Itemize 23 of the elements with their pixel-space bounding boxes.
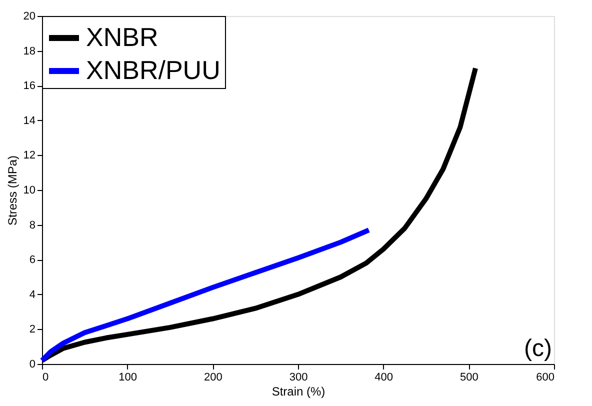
y-axis-title: Stress (MPa)	[5, 155, 20, 226]
x-tick-label: 0	[42, 372, 49, 384]
x-tick-label: 400	[374, 372, 394, 384]
y-tick-label: 6	[29, 254, 36, 266]
y-tick-label: 10	[23, 184, 36, 196]
y-tick-label: 12	[23, 150, 36, 162]
legend-label: XNBR	[86, 22, 158, 52]
x-tick-label: 500	[460, 372, 478, 384]
x-tick-label: 200	[204, 372, 222, 384]
y-tick-label: 8	[29, 219, 36, 232]
y-tick-label: 14	[23, 114, 36, 127]
y-tick-label: 0	[29, 358, 36, 370]
y-tick-label: 18	[23, 45, 36, 58]
x-tick-label: 300	[289, 372, 308, 384]
y-tick-label: 2	[29, 324, 36, 336]
y-tick-label: 16	[23, 80, 36, 92]
y-tick-label: 4	[29, 288, 36, 301]
x-axis-title: Strain (%)	[272, 384, 326, 398]
annotation: (c)	[524, 335, 552, 362]
legend-label: XNBR/PUU	[86, 55, 220, 85]
x-tick-label: 600	[536, 372, 554, 384]
x-tick-label: 100	[118, 372, 138, 384]
y-tick-label: 20	[23, 10, 36, 22]
